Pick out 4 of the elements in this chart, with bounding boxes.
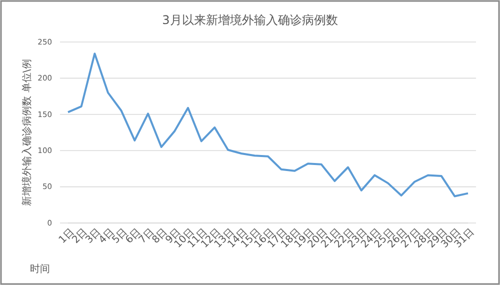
chart-title: 3月以来新增境外输入确诊病例数 [162, 13, 338, 27]
line-series [67, 52, 469, 198]
y-axis-title: 新增境外输入确诊病例数 单位\例 [21, 59, 33, 206]
x-axis-title: 时间 [30, 263, 50, 275]
